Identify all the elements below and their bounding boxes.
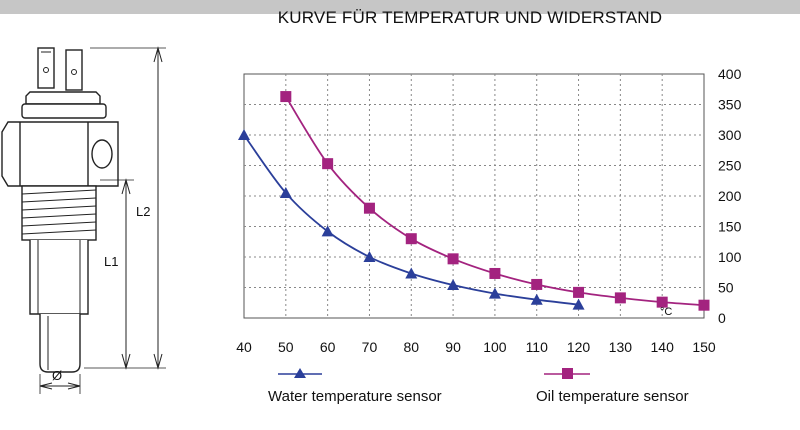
triangle-marker-icon — [294, 368, 306, 378]
hex-nut — [1, 121, 119, 187]
top-bar — [0, 0, 800, 14]
legend-label-oil: Oil temperature sensor — [536, 388, 689, 405]
data-point-water — [363, 251, 376, 262]
x-tick-label: 120 — [567, 339, 591, 355]
hex-side-hole — [91, 139, 113, 169]
diameter-symbol: Ø — [52, 368, 62, 383]
data-point-oil — [489, 267, 501, 279]
x-tick-label: 80 — [403, 339, 419, 355]
square-marker-icon — [562, 368, 573, 379]
data-point-oil — [447, 253, 459, 265]
terminal-base — [25, 91, 101, 105]
x-tick-label: 130 — [609, 339, 633, 355]
chart-title: KURVE FÜR TEMPERATUR UND WIDERSTAND — [277, 8, 663, 27]
probe-tip — [39, 314, 81, 373]
y-tick-label: 250 — [718, 158, 742, 174]
x-tick-label: 50 — [278, 339, 294, 355]
x-tick-label: 70 — [362, 339, 378, 355]
data-point-oil — [280, 91, 292, 103]
x-tick-label: 150 — [692, 339, 716, 355]
data-point-oil — [363, 202, 375, 214]
x-tick-label: 100 — [483, 339, 507, 355]
unit-label: °C — [660, 306, 672, 318]
data-point-oil — [698, 299, 710, 311]
l2-label: L2 — [136, 204, 150, 219]
x-tick-label: 140 — [651, 339, 675, 355]
chart: 0 50 100 150 200 250 300 350 400 40 50 60 70 80 90 100… — [236, 66, 741, 355]
series-layer — [238, 91, 710, 311]
y-tick-label: 400 — [718, 66, 742, 82]
data-point-oil — [614, 292, 626, 304]
probe-shaft — [29, 240, 89, 315]
x-tick-label: 40 — [236, 339, 252, 355]
x-tick-labels: 40 50 60 70 80 90 100 110 120 130 140 150 — [236, 339, 716, 355]
y-tick-label: 300 — [718, 127, 742, 143]
data-point-oil — [656, 296, 668, 308]
data-point-water — [488, 287, 501, 299]
x-tick-label: 90 — [445, 339, 461, 355]
data-point-water — [405, 267, 418, 279]
data-point-water — [321, 225, 334, 237]
data-point-oil — [322, 158, 334, 170]
legend-item-water: Water temperature sensor — [268, 368, 442, 405]
y-tick-label: 350 — [718, 97, 742, 113]
y-tick-label: 200 — [718, 188, 742, 204]
gridlines — [244, 74, 704, 318]
x-tick-label: 60 — [320, 339, 336, 355]
legend-label-water: Water temperature sensor — [268, 388, 442, 405]
y-tick-label: 150 — [718, 219, 742, 235]
data-point-oil — [531, 278, 543, 290]
data-point-oil — [405, 233, 417, 245]
l1-label: L1 — [104, 254, 118, 269]
legend: Water temperature sensor Oil temperature… — [268, 368, 689, 405]
data-point-water — [447, 279, 460, 291]
data-point-water — [279, 186, 292, 198]
collar — [21, 103, 107, 119]
y-tick-label: 0 — [718, 310, 726, 326]
data-point-water — [530, 293, 543, 305]
data-point-oil — [573, 286, 585, 298]
data-point-water — [572, 298, 585, 310]
sensor-drawing — [1, 46, 166, 394]
legend-item-oil: Oil temperature sensor — [536, 368, 689, 405]
x-tick-label: 110 — [526, 339, 549, 355]
y-tick-label: 100 — [718, 249, 742, 265]
data-point-water — [238, 129, 250, 140]
y-tick-labels: 0 50 100 150 200 250 300 350 400 — [718, 66, 742, 326]
y-tick-label: 50 — [718, 280, 734, 296]
